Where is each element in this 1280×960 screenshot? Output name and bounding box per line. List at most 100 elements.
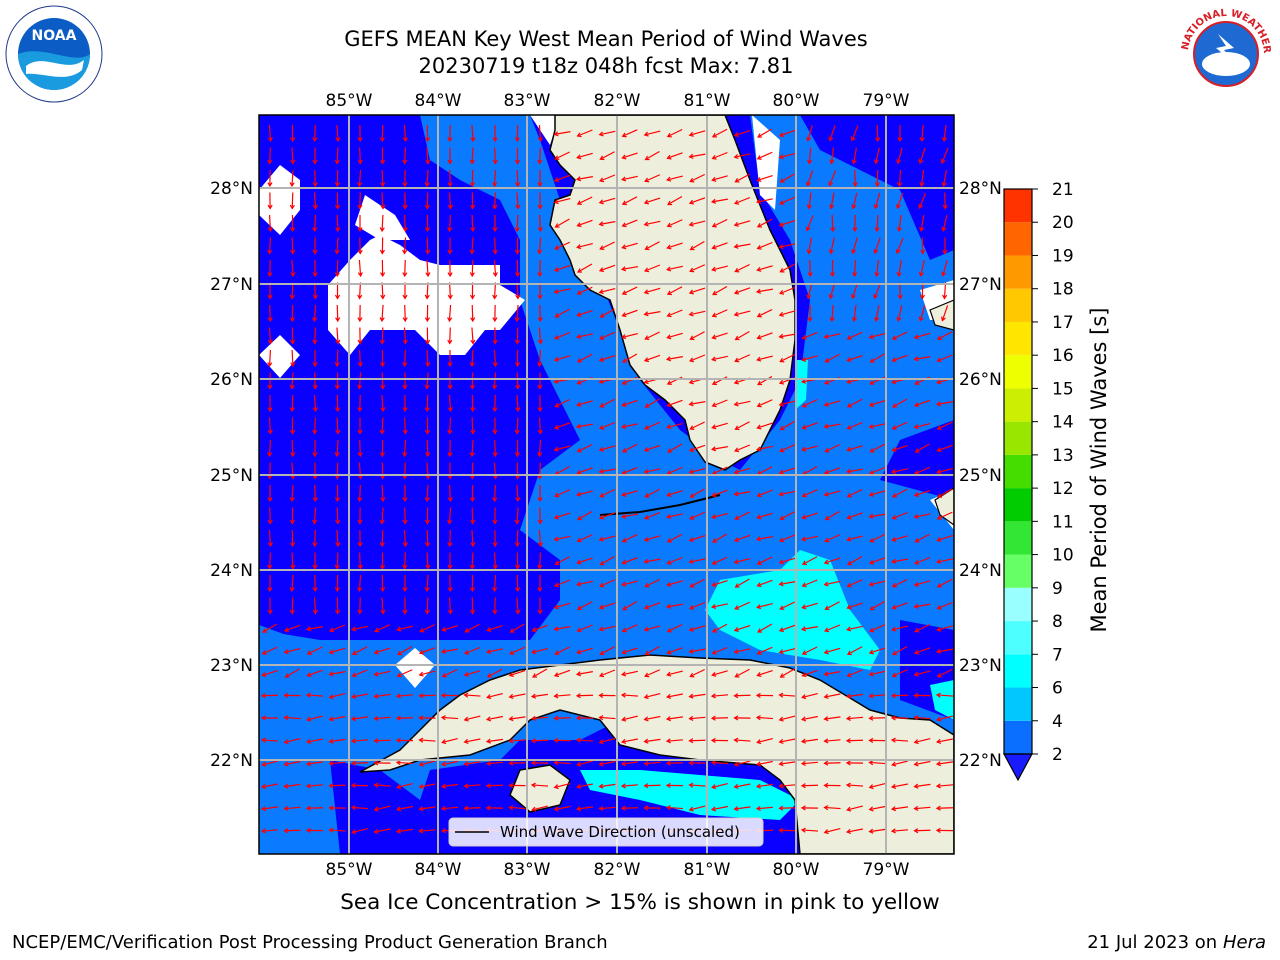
wave-arrowhead	[644, 514, 650, 520]
wave-arrow	[554, 264, 571, 272]
wave-arrowhead	[425, 564, 431, 570]
wave-arrow	[555, 151, 570, 160]
wave-arrow	[712, 198, 728, 203]
wave-arrow	[291, 349, 294, 367]
wave-arrowhead	[622, 605, 628, 611]
wave-arrowhead	[688, 199, 695, 205]
wave-arrowhead	[598, 715, 604, 721]
wave-arrowhead	[807, 317, 813, 323]
wave-arrow	[599, 130, 616, 136]
wave-arrowhead	[598, 692, 604, 698]
wave-arrow	[403, 147, 407, 164]
wave-arrowhead	[290, 339, 296, 345]
wave-arrowhead	[852, 182, 858, 188]
wave-arrowhead	[756, 266, 762, 272]
wave-arrow	[471, 529, 474, 547]
wave-arrowhead	[396, 806, 402, 812]
wave-arrowhead	[554, 155, 560, 160]
wave-arrowhead	[666, 492, 672, 497]
wave-arrowhead	[418, 649, 425, 655]
wave-arrow	[493, 574, 497, 592]
wave-arrow	[374, 670, 391, 676]
map-area[interactable]	[259, 115, 954, 854]
wave-arrow	[622, 353, 638, 363]
wave-arrowhead	[801, 334, 807, 340]
wave-arrow	[291, 372, 294, 389]
wave-arrow	[471, 462, 474, 479]
wave-arrowhead	[598, 131, 604, 137]
wave-arrow	[381, 282, 384, 299]
wave-arrow	[539, 304, 541, 322]
credit-line: NCEP/EMC/Verification Post Processing Pr…	[12, 932, 608, 953]
wave-arrowhead	[846, 335, 852, 340]
wave-arrowhead	[447, 137, 453, 143]
wave-arrowhead	[312, 497, 318, 503]
wave-arrowhead	[492, 474, 498, 480]
wave-arrow	[779, 219, 796, 227]
wave-arrow	[599, 287, 616, 294]
wave-arrow	[291, 282, 294, 299]
wave-arrow	[645, 331, 660, 340]
wave-arrow	[873, 282, 882, 299]
wave-arrowhead	[553, 536, 559, 542]
wave-arrow	[712, 533, 728, 543]
wave-arrowhead	[778, 333, 784, 339]
wave-arrow	[381, 597, 384, 614]
wave-arrow	[509, 739, 526, 742]
wave-arrowhead	[576, 358, 582, 363]
wave-arrowhead	[334, 294, 341, 300]
wave-arrowhead	[598, 289, 604, 295]
wave-arrow	[577, 309, 593, 317]
wave-arrowhead	[851, 317, 857, 323]
colorbar-segment	[1004, 189, 1032, 223]
wave-arrow	[802, 465, 818, 476]
wave-arrow	[577, 601, 593, 610]
wave-arrow	[464, 670, 481, 676]
wave-arrowhead	[598, 378, 604, 385]
wave-arrowhead	[447, 407, 453, 413]
wave-arrow	[779, 490, 796, 496]
lon-labels-bottom: 85°W 84°W 83°W 82°W 81°W 80°W 79°W	[326, 860, 910, 880]
wave-arrow	[847, 331, 863, 340]
wave-arrow	[824, 739, 841, 742]
wave-arrowhead	[267, 542, 273, 548]
wave-arrowhead	[869, 537, 875, 543]
wave-arrowhead	[357, 452, 363, 458]
wave-arrow	[487, 692, 503, 699]
lat-tick-label: 22°N	[210, 751, 253, 771]
lon-tick-label: 81°W	[684, 91, 731, 111]
wave-arrowhead	[734, 673, 740, 678]
wave-arrowhead	[537, 249, 543, 255]
wave-arrow	[284, 829, 301, 832]
wave-arrowhead	[755, 805, 761, 811]
wave-arrow	[577, 196, 593, 205]
wave-arrow	[869, 670, 886, 676]
wave-arrowhead	[283, 761, 289, 767]
colorbar-segment	[1004, 222, 1032, 256]
wave-arrowhead	[351, 829, 357, 835]
wave-arrow	[554, 355, 571, 361]
wave-arrow	[847, 625, 863, 631]
wave-arrowhead	[846, 582, 852, 588]
wave-arrow	[397, 669, 413, 677]
wave-arrowhead	[267, 159, 273, 165]
wave-arrowhead	[599, 492, 605, 498]
wave-arrow	[914, 670, 931, 676]
wave-arrowhead	[667, 200, 673, 206]
wave-arrow	[898, 169, 902, 187]
wave-arrowhead	[334, 587, 340, 593]
wave-arrowhead	[402, 159, 408, 165]
wave-arrow	[262, 669, 278, 677]
wave-arrow	[464, 784, 481, 787]
wave-arrowhead	[283, 649, 289, 655]
wave-arrow	[937, 488, 953, 498]
wave-arrowhead	[666, 424, 672, 430]
wave-arrowhead	[807, 159, 813, 165]
wave-arrowhead	[711, 266, 717, 272]
wave-arrow	[853, 304, 857, 322]
wave-arrow	[892, 354, 908, 362]
wave-arrow	[937, 444, 953, 452]
wave-arrow	[509, 669, 526, 677]
wave-arrowhead	[553, 356, 559, 362]
wave-arrow	[937, 625, 953, 631]
